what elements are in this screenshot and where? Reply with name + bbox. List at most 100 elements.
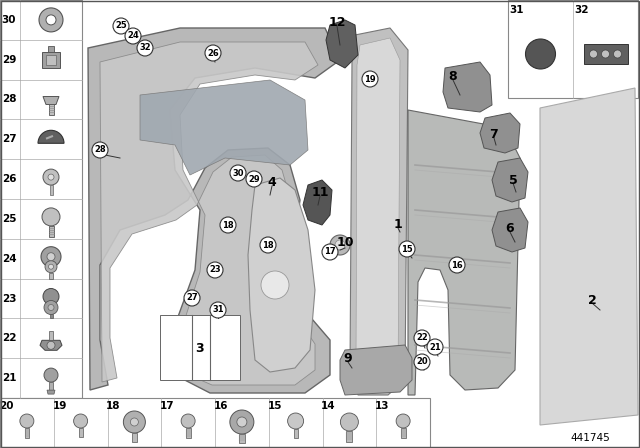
Polygon shape: [40, 340, 62, 350]
Bar: [132, 433, 137, 442]
Circle shape: [335, 240, 345, 250]
Circle shape: [131, 418, 138, 426]
Polygon shape: [303, 180, 332, 225]
Circle shape: [230, 165, 246, 181]
Text: 31: 31: [212, 306, 224, 314]
Text: 22: 22: [416, 333, 428, 343]
Polygon shape: [492, 208, 528, 252]
Polygon shape: [47, 390, 55, 394]
Bar: [49, 104, 54, 116]
Bar: [49, 382, 53, 390]
Polygon shape: [43, 96, 59, 104]
Text: 24: 24: [2, 254, 16, 264]
Bar: [294, 429, 298, 438]
Text: 19: 19: [364, 74, 376, 83]
Text: 29: 29: [248, 175, 260, 184]
Text: 12: 12: [328, 16, 346, 29]
Circle shape: [525, 39, 556, 69]
Circle shape: [44, 368, 58, 382]
Bar: [49, 185, 52, 195]
Text: 3: 3: [196, 341, 204, 354]
Text: 8: 8: [449, 70, 458, 83]
Circle shape: [340, 413, 358, 431]
Text: 21: 21: [2, 373, 16, 383]
Text: 441745: 441745: [570, 433, 610, 443]
Bar: [42, 52, 60, 68]
Circle shape: [427, 339, 443, 355]
Circle shape: [220, 217, 236, 233]
Circle shape: [589, 50, 598, 58]
Polygon shape: [340, 345, 412, 395]
Text: 28: 28: [2, 95, 16, 104]
Text: 19: 19: [52, 401, 67, 411]
Text: 26: 26: [2, 174, 16, 184]
Text: 27: 27: [2, 134, 16, 144]
Text: 11: 11: [311, 185, 329, 198]
Text: 30: 30: [232, 168, 244, 177]
Polygon shape: [443, 62, 492, 112]
Text: 2: 2: [588, 293, 596, 306]
Bar: [48, 46, 54, 52]
Circle shape: [237, 417, 247, 427]
Text: 15: 15: [401, 245, 413, 254]
Bar: [186, 428, 191, 438]
Bar: [49, 273, 53, 279]
Wedge shape: [38, 130, 64, 143]
Bar: [401, 428, 406, 438]
Circle shape: [362, 71, 378, 87]
Circle shape: [124, 411, 145, 433]
Text: 27: 27: [186, 293, 198, 302]
Text: 1: 1: [394, 219, 403, 232]
Text: 5: 5: [509, 173, 517, 186]
Text: 26: 26: [207, 48, 219, 57]
Text: 18: 18: [106, 401, 121, 411]
Text: 30: 30: [2, 15, 16, 25]
Circle shape: [45, 261, 57, 273]
Circle shape: [205, 45, 221, 61]
Bar: [46, 55, 56, 65]
Circle shape: [43, 289, 59, 305]
Circle shape: [449, 257, 465, 273]
Bar: [239, 434, 245, 443]
Text: 4: 4: [268, 176, 276, 189]
Bar: [49, 226, 54, 237]
Circle shape: [44, 301, 58, 314]
Bar: [0, 0, 82, 398]
Polygon shape: [326, 20, 358, 68]
Text: 25: 25: [115, 22, 127, 30]
Circle shape: [113, 18, 129, 34]
Circle shape: [260, 237, 276, 253]
Text: 29: 29: [2, 55, 16, 65]
Circle shape: [414, 330, 430, 346]
Text: 24: 24: [127, 31, 139, 40]
Polygon shape: [480, 113, 520, 153]
Bar: [584, 44, 627, 64]
Circle shape: [614, 50, 621, 58]
Circle shape: [207, 262, 223, 278]
Polygon shape: [88, 28, 340, 393]
Circle shape: [46, 15, 56, 25]
Circle shape: [137, 40, 153, 56]
Circle shape: [47, 341, 55, 349]
Circle shape: [92, 142, 108, 158]
Circle shape: [322, 244, 338, 260]
Text: 28: 28: [94, 146, 106, 155]
Circle shape: [20, 414, 34, 428]
Polygon shape: [492, 158, 528, 202]
Text: 6: 6: [506, 221, 515, 234]
Text: 16: 16: [214, 401, 228, 411]
Circle shape: [184, 290, 200, 306]
Text: 7: 7: [490, 129, 499, 142]
Text: 32: 32: [575, 5, 589, 15]
Circle shape: [74, 414, 88, 428]
Text: 10: 10: [336, 237, 354, 250]
Text: 20: 20: [416, 358, 428, 366]
Bar: [79, 428, 83, 437]
Bar: [0, 398, 430, 448]
Text: 25: 25: [2, 214, 16, 224]
Bar: [49, 332, 53, 340]
Circle shape: [47, 253, 55, 261]
Circle shape: [41, 247, 61, 267]
Text: 13: 13: [375, 401, 390, 411]
Polygon shape: [350, 28, 408, 395]
